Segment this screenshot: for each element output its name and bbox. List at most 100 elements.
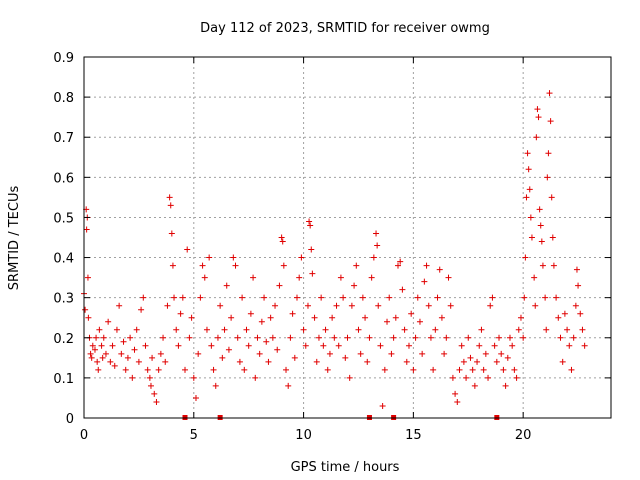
data-point — [537, 222, 544, 229]
data-point — [568, 366, 575, 373]
data-point — [480, 366, 487, 373]
data-point — [171, 294, 178, 301]
y-axis-label: SRMTID / TECUs — [7, 186, 22, 291]
data-point — [322, 326, 329, 333]
data-point — [173, 326, 180, 333]
data-point — [401, 326, 408, 333]
data-point — [168, 230, 175, 237]
data-point — [408, 310, 415, 317]
data-point — [392, 314, 399, 321]
data-point — [95, 366, 102, 373]
data-point — [142, 342, 149, 349]
data-point — [539, 262, 546, 269]
data-point — [96, 326, 103, 333]
data-point — [342, 354, 349, 361]
data-point — [575, 282, 582, 289]
data-point — [331, 334, 338, 341]
data-point — [452, 390, 459, 397]
data-point — [89, 342, 96, 349]
data-point — [230, 254, 237, 261]
data-point — [160, 334, 167, 341]
data-point — [388, 350, 395, 357]
data-point — [91, 346, 98, 353]
data-point — [525, 166, 532, 173]
data-point — [517, 314, 524, 321]
data-point — [308, 246, 315, 253]
data-point — [133, 326, 140, 333]
data-point — [410, 366, 417, 373]
data-point — [146, 374, 153, 381]
data-point — [491, 342, 498, 349]
data-point — [553, 294, 560, 301]
data-point — [566, 342, 573, 349]
y-tick-label: 0.1 — [53, 372, 74, 387]
data-point — [559, 358, 566, 365]
data-point — [547, 118, 554, 125]
data-points — [81, 90, 588, 409]
data-point — [116, 302, 123, 309]
data-point — [399, 286, 406, 293]
data-point — [313, 358, 320, 365]
data-point — [449, 374, 456, 381]
data-point — [515, 326, 522, 333]
data-point — [533, 134, 540, 141]
data-point — [118, 350, 125, 357]
data-point — [351, 282, 358, 289]
data-point — [476, 342, 483, 349]
data-point — [285, 382, 292, 389]
data-point — [287, 334, 294, 341]
data-point — [208, 342, 215, 349]
data-point — [535, 114, 542, 121]
data-point — [318, 294, 325, 301]
data-point — [550, 262, 557, 269]
data-point — [329, 314, 336, 321]
data-point — [373, 230, 380, 237]
data-point — [87, 350, 94, 357]
data-point — [147, 382, 154, 389]
data-point — [190, 374, 197, 381]
y-tick-label: 0.7 — [53, 131, 74, 146]
data-point — [447, 302, 454, 309]
data-point — [502, 382, 509, 389]
data-point — [454, 398, 461, 405]
data-point — [206, 254, 213, 261]
data-point — [111, 362, 118, 369]
data-point — [524, 150, 531, 157]
data-point — [523, 194, 530, 201]
y-tick-label: 0 — [66, 412, 74, 427]
data-point — [427, 334, 434, 341]
data-point — [531, 274, 538, 281]
data-point — [374, 242, 381, 249]
data-point — [430, 366, 437, 373]
data-point — [239, 294, 246, 301]
data-point — [241, 366, 248, 373]
data-point — [366, 334, 373, 341]
data-point — [489, 294, 496, 301]
y-tick-label: 0.3 — [53, 292, 74, 307]
data-point — [140, 294, 147, 301]
data-point — [291, 354, 298, 361]
data-point — [247, 310, 254, 317]
data-point — [151, 390, 158, 397]
data-point — [362, 314, 369, 321]
data-point — [381, 366, 388, 373]
data-point — [300, 326, 307, 333]
data-point — [467, 354, 474, 361]
plot-frame — [83, 56, 612, 419]
y-tick-label: 0.8 — [53, 91, 74, 106]
data-point — [167, 202, 174, 209]
data-point — [370, 254, 377, 261]
y-tick-label: 0.4 — [53, 252, 74, 267]
chart-title: Day 112 of 2023, SRMTID for receiver owm… — [200, 21, 490, 36]
data-point — [561, 310, 568, 317]
data-point — [162, 358, 169, 365]
data-point — [412, 334, 419, 341]
data-point — [573, 266, 580, 273]
data-point — [414, 294, 421, 301]
data-point — [283, 366, 290, 373]
data-point — [474, 358, 481, 365]
data-point — [245, 342, 252, 349]
data-point — [177, 310, 184, 317]
data-point — [306, 218, 313, 225]
data-point — [463, 374, 470, 381]
